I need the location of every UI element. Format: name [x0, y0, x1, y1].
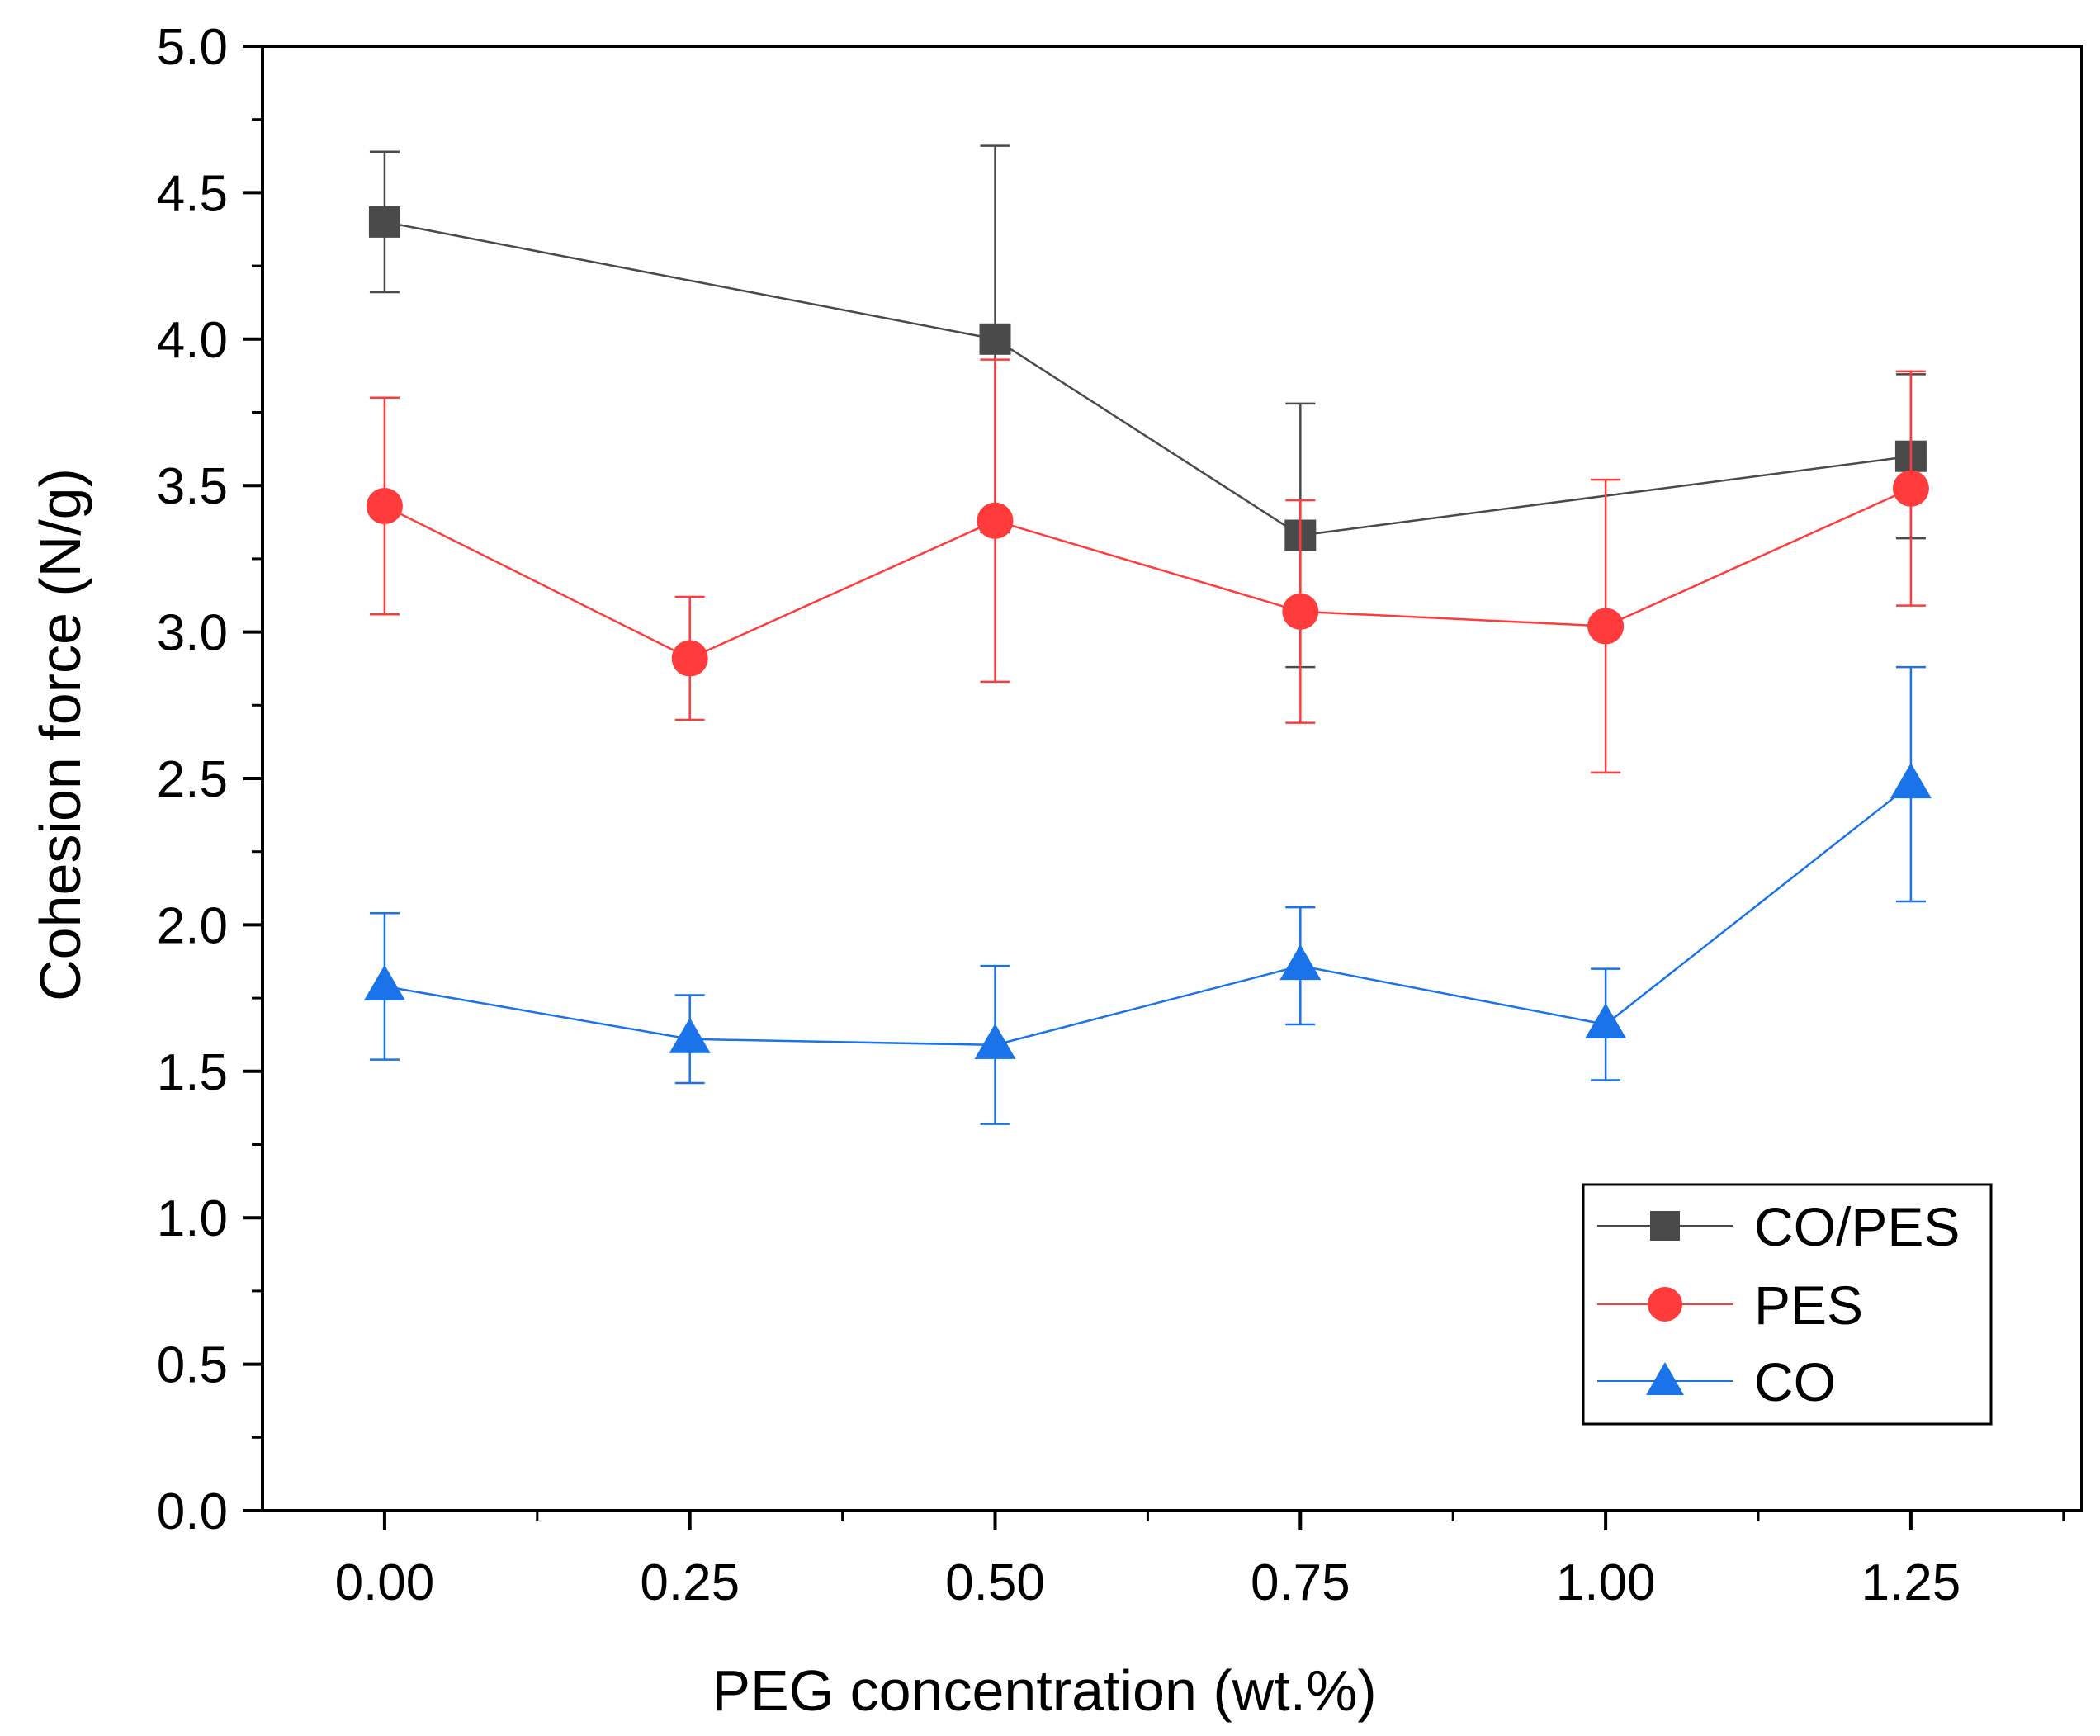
y-tick-label: 2.5 [157, 751, 228, 808]
data-point-co [363, 964, 405, 1000]
x-tick-label: 0.00 [335, 1554, 435, 1611]
x-axis-title: PEG concentration (wt.%) [712, 1658, 1376, 1723]
data-point-co [669, 1017, 711, 1053]
legend: CO/PES PES CO [1582, 1183, 1993, 1426]
series-layer [363, 144, 1932, 1125]
data-point-co-pes [979, 323, 1011, 355]
data-point-pes [1587, 608, 1625, 645]
legend-entry-co: CO [1597, 1351, 1836, 1412]
legend-label-co-pes: CO/PES [1754, 1196, 1960, 1257]
data-point-pes [1282, 593, 1319, 630]
data-point-co [1585, 1003, 1627, 1039]
x-tick-label: 1.00 [1556, 1554, 1656, 1611]
legend-entry-pes: PES [1597, 1275, 1863, 1336]
axes-layer: 0.0 0.5 1.0 1.5 2.0 2.5 3.0 3.5 4.0 4.5 5.0 0.00 0.2… [157, 19, 2083, 1611]
y-tick-label: 4.0 [157, 312, 228, 369]
series-line-co [384, 783, 1912, 1047]
x-tick-label: 1.25 [1861, 1554, 1961, 1611]
y-tick-label: 1.5 [157, 1044, 228, 1101]
y-tick-label: 0.0 [157, 1483, 228, 1540]
legend-label-co: CO [1754, 1351, 1836, 1412]
data-point-pes [366, 488, 403, 525]
y-tick-label: 2.0 [157, 897, 228, 954]
legend-marker-co-pes [1650, 1211, 1680, 1241]
y-tick-label: 0.5 [157, 1337, 228, 1394]
y-tick-label: 3.5 [157, 458, 228, 515]
data-point-co [1279, 944, 1322, 981]
data-point-pes [1892, 470, 1929, 507]
x-tick-label: 0.75 [1251, 1554, 1350, 1611]
data-point-co-pes [368, 206, 400, 238]
series-pes [366, 358, 1929, 774]
data-point-pes [977, 502, 1014, 539]
y-axis-title: Cohesion force (N/g) [28, 468, 92, 1001]
x-tick-label: 0.25 [640, 1554, 740, 1611]
data-point-co [1890, 763, 1932, 799]
y-tick-label: 4.5 [157, 165, 228, 222]
series-co [363, 665, 1932, 1125]
data-point-pes [671, 640, 708, 677]
legend-marker-pes [1648, 1287, 1682, 1322]
y-tick-label: 3.0 [157, 605, 228, 662]
data-point-co [974, 1023, 1016, 1059]
legend-entry-co-pes: CO/PES [1597, 1196, 1960, 1257]
legend-marker-co [1646, 1362, 1684, 1395]
x-tick-label: 0.50 [945, 1554, 1045, 1611]
y-tick-label: 1.0 [157, 1190, 228, 1247]
y-tick-label: 5.0 [157, 19, 228, 76]
series-line-pes [384, 487, 1912, 660]
legend-label-pes: PES [1754, 1275, 1863, 1336]
